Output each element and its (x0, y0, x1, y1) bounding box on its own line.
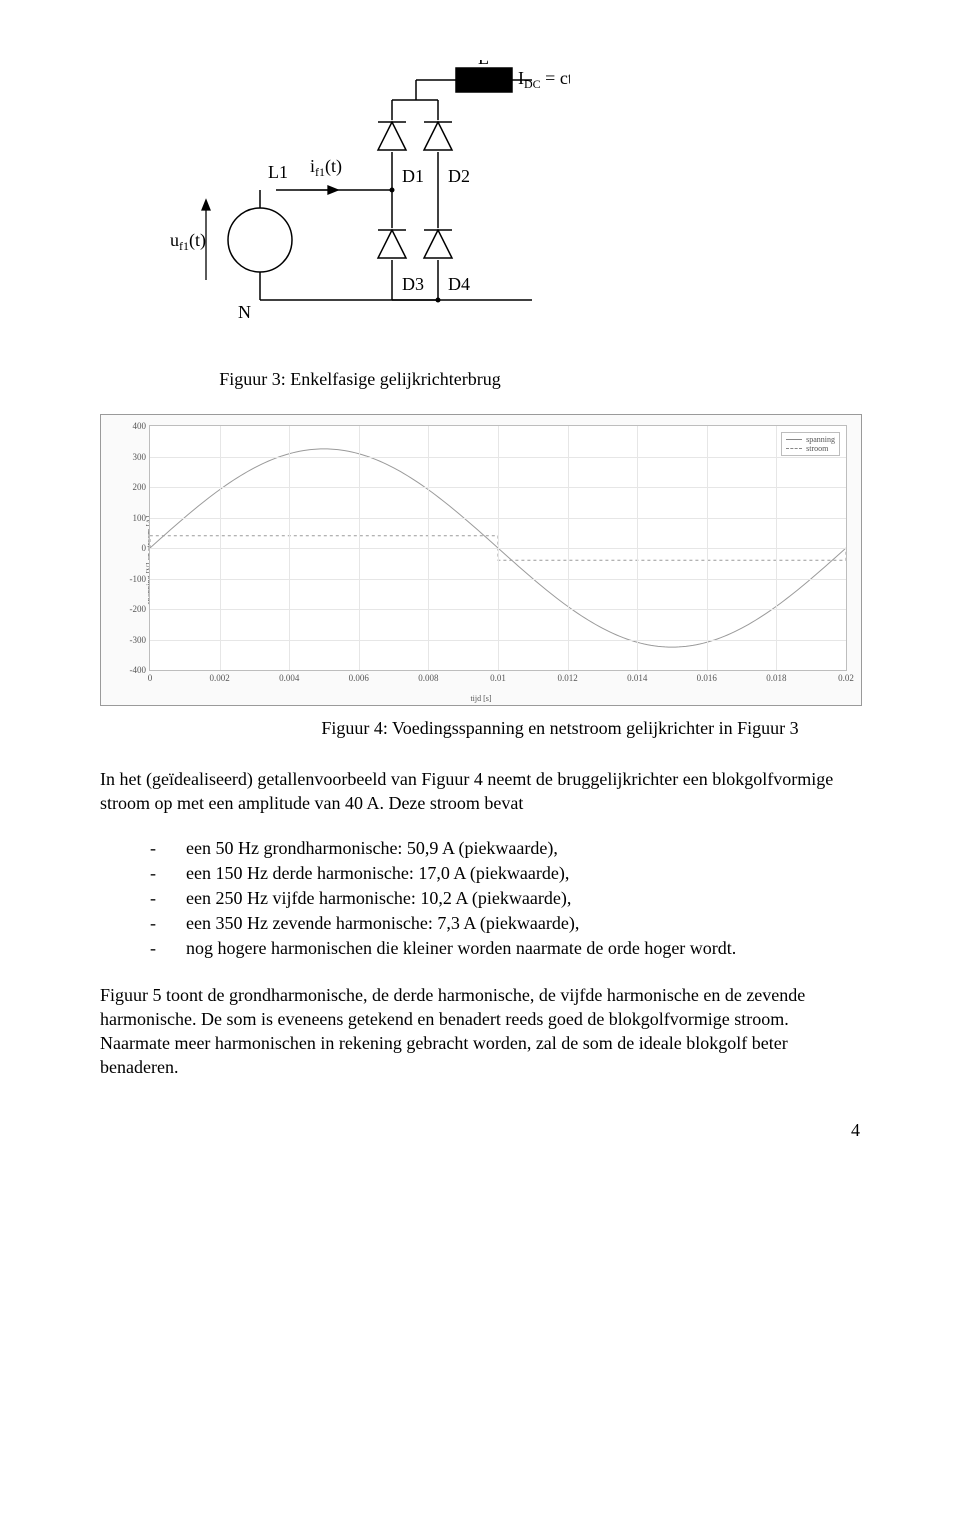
list-item: een 150 Hz derde harmonische: 17,0 A (pi… (150, 863, 860, 884)
figure4-caption: Figuur 4: Voedingsspanning en netstroom … (280, 718, 840, 739)
label-D2: D2 (448, 166, 470, 186)
list-item: nog hogere harmonischen die kleiner word… (150, 938, 860, 959)
label-L: L (478, 60, 489, 68)
label-L1: L1 (268, 162, 288, 182)
waveform-chart: spanning [V] en stroom [A] tijd [s] span… (100, 414, 862, 706)
svg-text:if1(t): if1(t) (310, 156, 342, 179)
list-item: een 350 Hz zevende harmonische: 7,3 A (p… (150, 913, 860, 934)
harmonics-list: een 50 Hz grondharmonische: 50,9 A (piek… (150, 838, 860, 959)
label-N: N (238, 302, 251, 322)
label-D4: D4 (448, 274, 470, 294)
label-D3: D3 (402, 274, 424, 294)
figure3-caption: Figuur 3: Enkelfasige gelijkrichterbrug (160, 369, 560, 390)
svg-text:uf1(t): uf1(t) (170, 230, 206, 253)
list-item: een 50 Hz grondharmonische: 50,9 A (piek… (150, 838, 860, 859)
paragraph-2: Figuur 5 toont de grondharmonische, de d… (100, 983, 860, 1080)
label-D1: D1 (402, 166, 424, 186)
svg-text:IDC = cte: IDC = cte (518, 68, 570, 91)
chart-xlabel: tijd [s] (470, 694, 491, 703)
page-number: 4 (100, 1120, 860, 1141)
paragraph-1: In het (geïdealiseerd) getallenvoorbeeld… (100, 767, 860, 816)
list-item: een 250 Hz vijfde harmonische: 10,2 A (p… (150, 888, 860, 909)
circuit-diagram: L IDC = cte L1 if1(t) uf1(t) N D1 D2 D3 … (100, 60, 570, 345)
